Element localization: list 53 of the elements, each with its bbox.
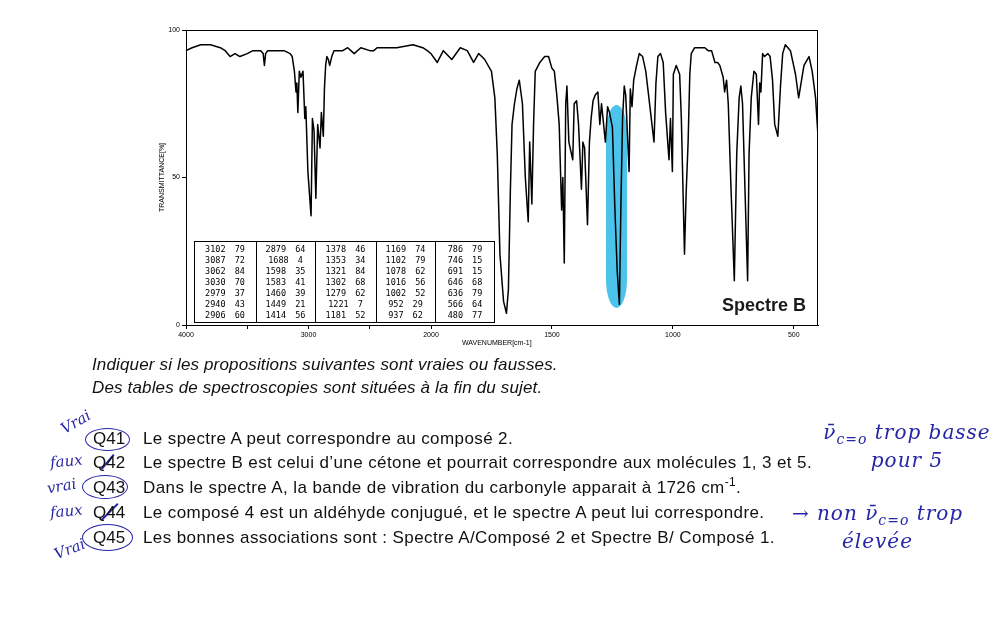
annotation: 937 62 (387, 310, 424, 321)
annotation: 2940 43 (204, 299, 246, 310)
annotation: 3102 79 (204, 244, 246, 255)
annotation: 1002 52 (384, 288, 427, 299)
text: Le spectre A peut correspondre au composé 2. (143, 428, 514, 450)
annotation: 1016 56 (384, 277, 427, 288)
annotation: 2879 64 (264, 244, 307, 255)
annotation: 3030 70 (204, 277, 246, 288)
annotation: 480 77 (446, 310, 484, 321)
text: Des tables de spectroscopies sont situées à la fin du sujet. (92, 378, 543, 398)
annotation: 1598 35 (264, 266, 307, 277)
text: Q45 (93, 527, 126, 549)
annotation: 1078 62 (384, 266, 427, 277)
text: vrai (45, 474, 78, 498)
annotation: Spectre B (722, 295, 807, 316)
annotation: 1583 41 (264, 277, 307, 288)
annotation: 1279 62 (324, 288, 367, 299)
annotation: 1102 79 (384, 255, 427, 266)
text: Le composé 4 est un aldéhyde conjugué, et le spectre A peut lui correspondre. (143, 502, 765, 524)
text: → non ν̄$_{c=o}$ trop élevée (791, 501, 964, 553)
annotation: 1321 84 (324, 266, 367, 277)
annotation: 566 64 (446, 299, 484, 310)
annotation: 1414 56 (264, 310, 307, 321)
annotation: 952 29 (387, 299, 424, 310)
annotation: 786 79 (446, 244, 484, 255)
text: ν̄$_{c=o}$ trop basse pour 5 (822, 419, 992, 474)
text: Le spectre B est celui d’une cétone et pourrait correspondre aux molécules 1, 3 et 5. (143, 452, 813, 474)
annotation: 3087 72 (204, 255, 246, 266)
text: faux (49, 450, 84, 472)
annotation: 1169 74 (384, 244, 427, 255)
annotation: 1221 7 (327, 299, 364, 310)
text: Q43 (93, 477, 126, 499)
annotation: 3062 84 (204, 266, 246, 277)
annotation: 746 15 (446, 255, 484, 266)
annotation: 1460 39 (264, 288, 307, 299)
text: faux (49, 500, 84, 522)
text: Vrai (51, 534, 88, 564)
annotation: 2906 60 (204, 310, 246, 321)
annotation: 2979 37 (204, 288, 246, 299)
text: Vrai (57, 406, 94, 438)
annotation: 1302 68 (324, 277, 367, 288)
annotation: 646 68 (446, 277, 484, 288)
annotation: 1181 52 (324, 310, 367, 321)
text: Dans le spectre A, la bande de vibration du carbonyle apparait à 1726 cm$^{-1}$. (143, 475, 742, 499)
annotation: 1449 21 (264, 299, 307, 310)
text: Indiquer si les propositions suivantes sont vraies ou fausses. (92, 355, 558, 375)
annotation: 1378 46 (324, 244, 367, 255)
annotation: 636 79 (446, 288, 484, 299)
text: Les bonnes associations sont : Spectre A/Composé 2 et Spectre B/ Composé 1. (143, 527, 775, 549)
annotation: 1688 4 (267, 255, 304, 266)
text: Q41 (93, 428, 126, 450)
annotation: 691 15 (446, 266, 484, 277)
annotation: 1353 34 (324, 255, 367, 266)
